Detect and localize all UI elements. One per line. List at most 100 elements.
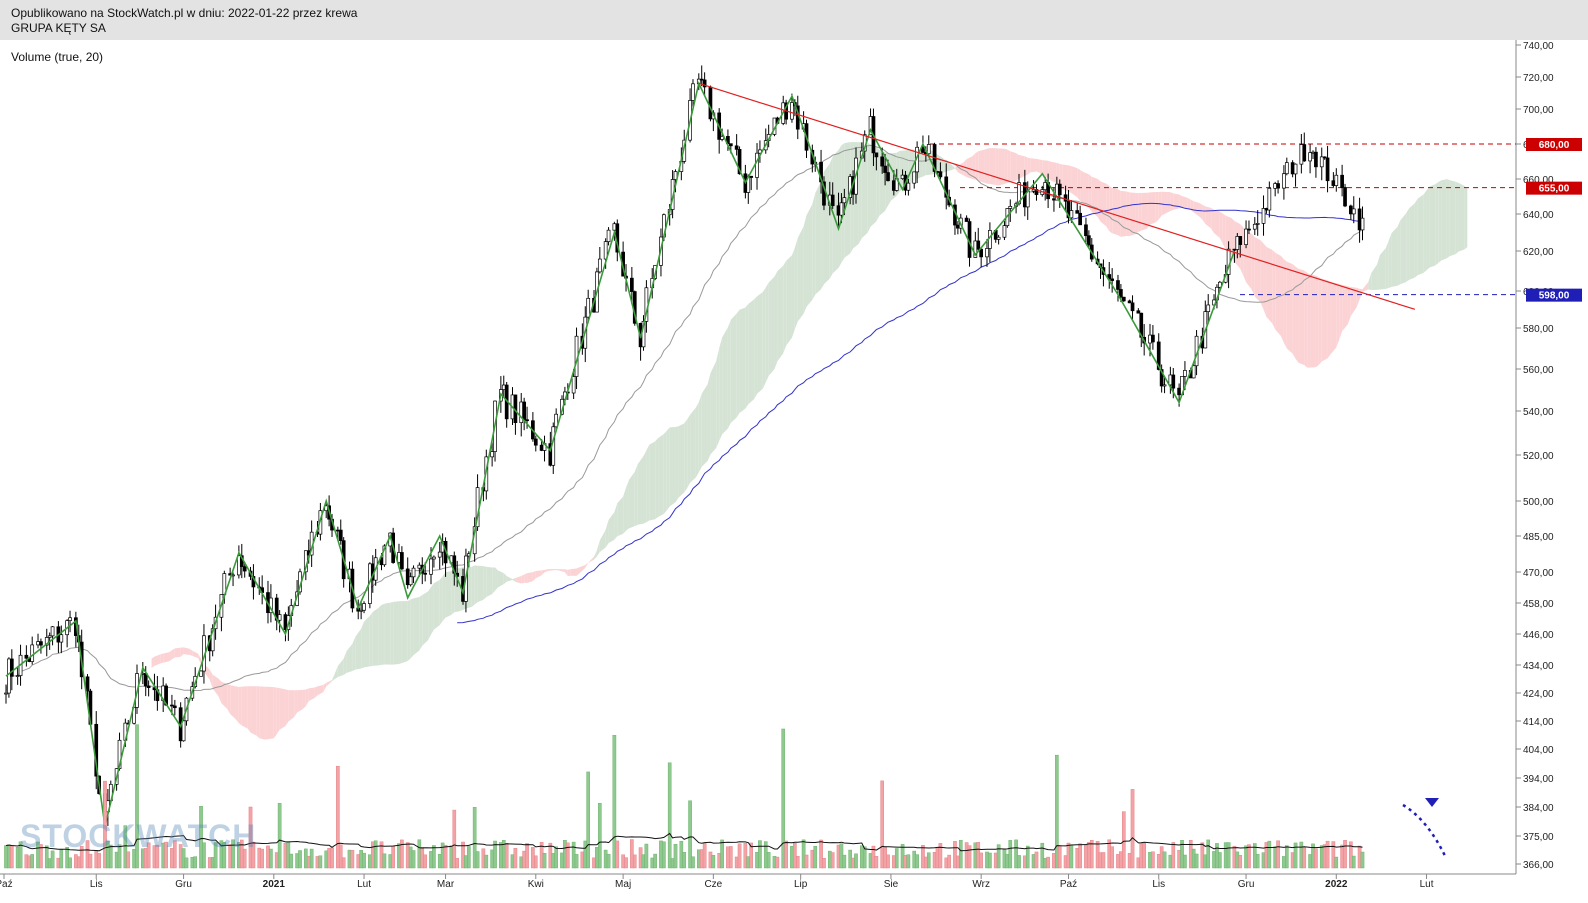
y-tick-label: 485,00 — [1523, 532, 1554, 543]
volume-bar — [720, 839, 724, 869]
ichimoku-cloud-segment — [323, 682, 327, 693]
candle-body — [1360, 217, 1365, 231]
ichimoku-cloud-segment — [361, 621, 365, 669]
ichimoku-cloud-segment — [986, 148, 990, 185]
y-tick-label: 720,00 — [1523, 73, 1554, 84]
ichimoku-cloud-segment — [870, 144, 877, 227]
volume-bar — [784, 840, 788, 869]
ichimoku-cloud-segment — [1106, 183, 1110, 232]
candle-body — [944, 176, 949, 198]
ichimoku-cloud-segment — [637, 456, 644, 525]
volume-bar — [10, 846, 14, 869]
ichimoku-cloud-segment — [171, 648, 175, 660]
candle-body — [405, 568, 410, 586]
volume-bar — [688, 800, 692, 869]
ichimoku-cloud-segment — [559, 569, 565, 573]
ichimoku-cloud-segment — [1368, 273, 1372, 291]
volume-bar — [1034, 851, 1039, 869]
volume-bar — [242, 848, 247, 869]
ichimoku-cloud-segment — [596, 540, 600, 557]
ichimoku-cloud-segment — [1362, 282, 1369, 292]
candle-body — [1264, 208, 1269, 211]
ichimoku-cloud-segment — [1260, 240, 1264, 310]
candle-body — [1343, 187, 1347, 207]
candle-body — [728, 143, 733, 147]
x-tick-label: Paź — [0, 879, 13, 890]
ichimoku-cloud-segment — [556, 569, 560, 571]
volume-bar — [68, 857, 72, 869]
zigzag-line — [5, 80, 1236, 827]
ichimoku-cloud-segment — [794, 237, 798, 330]
ichimoku-cloud-segment — [1371, 264, 1378, 291]
ichimoku-cloud-segment — [1409, 203, 1415, 280]
candle-body — [1314, 151, 1318, 168]
ichimoku-cloud-segment — [422, 591, 429, 646]
ichimoku-cloud-segment — [1071, 166, 1078, 198]
ichimoku-cloud-segment — [413, 596, 420, 656]
candle-body — [1282, 173, 1286, 189]
y-tick-label: 580,00 — [1523, 324, 1554, 335]
volume-bar — [44, 845, 49, 869]
ichimoku-cloud-segment — [483, 566, 487, 600]
candle-body — [1171, 374, 1176, 389]
ichimoku-cloud-segment — [1446, 179, 1450, 259]
volume-bar — [542, 853, 547, 869]
ichimoku-cloud-segment — [1263, 243, 1267, 317]
ichimoku-cloud-segment — [1377, 254, 1380, 290]
volume-bar — [886, 854, 890, 869]
ichimoku-cloud-segment — [952, 165, 955, 171]
candle-body — [1261, 208, 1266, 224]
candle-body — [891, 180, 896, 191]
ichimoku-cloud-segment — [364, 615, 370, 668]
ichimoku-cloud-segment — [1068, 165, 1072, 194]
chart-header: Opublikowano na StockWatch.pl w dniu: 20… — [0, 0, 1588, 40]
volume-bar — [467, 846, 471, 869]
ichimoku-cloud-segment — [1292, 264, 1296, 359]
candle-body — [571, 376, 576, 394]
volume-bar — [795, 856, 800, 869]
ichimoku-cloud-segment — [748, 299, 755, 405]
volume-bar — [830, 852, 835, 869]
ichimoku-cloud-segment — [430, 583, 434, 635]
candle-body — [1334, 174, 1339, 186]
ichimoku-cloud-segment — [643, 450, 647, 524]
ichimoku-cloud-segment — [666, 427, 670, 511]
y-tick-label: 740,00 — [1523, 41, 1554, 52]
volume-bar — [1180, 840, 1184, 869]
candle-body — [691, 83, 695, 101]
ichimoku-cloud-segment — [1397, 220, 1401, 286]
ichimoku-cloud-segment — [1429, 184, 1436, 268]
ichimoku-cloud-segment — [1080, 169, 1084, 204]
ichimoku-cloud-segment — [521, 574, 525, 584]
ichimoku-cloud-segment — [1304, 270, 1308, 368]
volume-bar — [1078, 843, 1082, 869]
candle-body — [1159, 369, 1164, 387]
ichimoku-cloud-segment — [1062, 164, 1069, 192]
volume-bar — [472, 807, 477, 869]
ichimoku-cloud-segment — [410, 598, 414, 659]
volume-bar — [598, 803, 602, 869]
volume-bar — [1046, 856, 1050, 869]
volume-bar — [461, 841, 465, 869]
ichimoku-cloud-segment — [861, 141, 868, 239]
ichimoku-cloud-segment — [198, 653, 202, 665]
volume-bar — [624, 857, 628, 869]
down-trendline — [698, 82, 1416, 310]
volume-bar — [289, 853, 294, 869]
volume-bar — [1238, 855, 1243, 869]
ichimoku-cloud-segment — [745, 303, 749, 409]
volume-bar — [758, 840, 762, 869]
volume-bar — [18, 841, 23, 869]
y-tick-label: 520,00 — [1523, 451, 1554, 462]
candle-body — [1162, 384, 1167, 387]
ichimoku-cloud-segment — [576, 567, 580, 576]
ichimoku-cloud-segment — [658, 433, 664, 518]
ichimoku-cloud-segment — [259, 686, 266, 740]
ichimoku-cloud-segment — [326, 679, 333, 687]
ichimoku-cloud-segment — [401, 601, 408, 664]
ichimoku-cloud-segment — [579, 564, 586, 574]
candle-body — [1302, 144, 1307, 162]
ichimoku-cloud-segment — [608, 512, 615, 544]
ichimoku-cloud-segment — [768, 276, 775, 376]
